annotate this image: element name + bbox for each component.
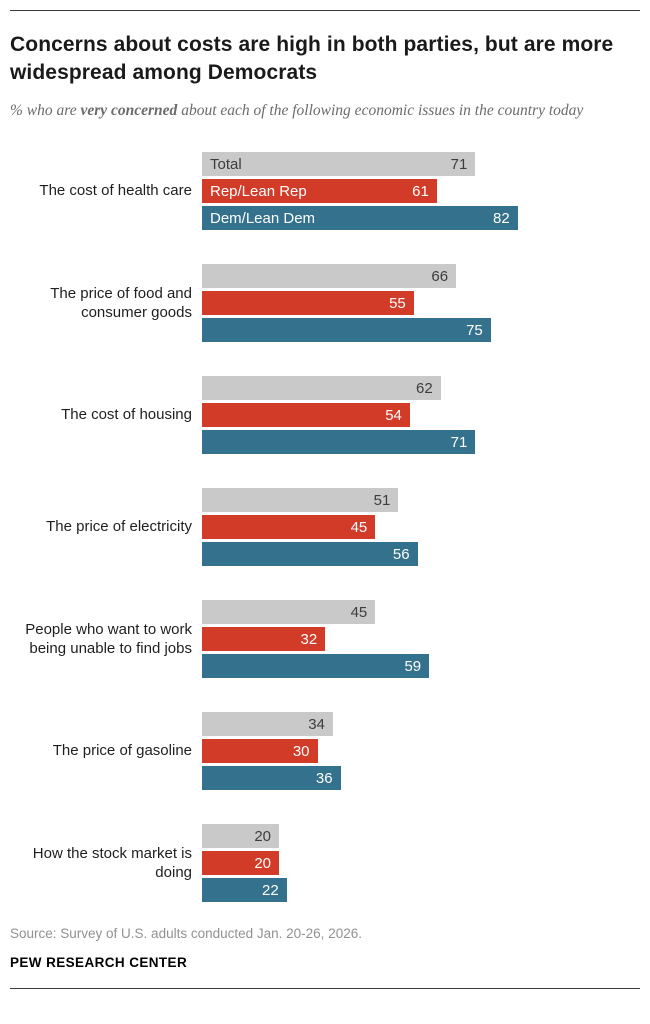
bar-value: 51 [373, 491, 391, 509]
bar-total: 66 [202, 264, 457, 289]
footer: Source: Survey of U.S. adults conducted … [10, 926, 640, 988]
bar-group: The price of gasoline 34 30 36 [10, 712, 640, 791]
category-label: The cost of housing [61, 406, 192, 424]
bar-stack: 62 54 71 [202, 376, 640, 455]
bar-groups: The cost of health care Total 71 Rep/Lean R… [10, 152, 640, 903]
bar-dem: 56 [202, 542, 418, 567]
category-label: How the stock market is doing [32, 844, 192, 882]
bar-rep: 30 [202, 739, 318, 764]
bar-value: 55 [389, 294, 406, 312]
bar-value: 59 [404, 657, 422, 675]
series-label: Dem/Lean Dem [210, 209, 316, 227]
category-label: The price of food and consumer goods [50, 284, 192, 322]
org-name: PEW RESEARCH CENTER [10, 955, 188, 971]
bar-group: The cost of housing 62 54 71 [10, 376, 640, 455]
bottom-spacer [10, 989, 640, 1024]
bar-value: 62 [416, 379, 433, 397]
bar-total: 45 [202, 600, 376, 625]
bar-value: 30 [292, 742, 310, 760]
bar-value: 36 [315, 769, 333, 787]
bar-value: 22 [262, 881, 279, 899]
bar-group: The price of food and consumer goods 66 55… [10, 264, 640, 343]
category-label: People who want to work being unable to … [25, 620, 192, 658]
top-rule [10, 10, 640, 11]
bar-stack: 51 45 56 [202, 488, 640, 567]
bar-dem: 22 [202, 878, 287, 903]
bar-group: People who want to work being unable to … [10, 600, 640, 679]
bar-total: 62 [202, 376, 441, 401]
subtitle-suffix: about each of the following economic iss… [177, 101, 584, 119]
bar-stack: 34 30 36 [202, 712, 640, 791]
bar-dem: 36 [202, 766, 341, 791]
bar-value: 82 [493, 209, 510, 227]
bar-value: 32 [300, 630, 318, 648]
page-title: Concerns about costs are high in both pa… [10, 33, 614, 84]
bar-value: 45 [350, 518, 368, 536]
bar-group: How the stock market is doing 20 20 22 [10, 824, 640, 903]
bar-total: 34 [202, 712, 333, 737]
grouped-bar-chart: The cost of health care Total 71 Rep/Lean R… [10, 152, 640, 916]
subtitle-emphasis: very concerned [80, 101, 178, 119]
category-label: The price of electricity [46, 518, 192, 536]
subtitle-prefix: % who are [10, 101, 81, 119]
bar-stack: 66 55 75 [202, 264, 640, 343]
bar-total: 51 [202, 488, 399, 513]
bar-value: 45 [350, 603, 368, 621]
bar-value: 66 [431, 267, 449, 285]
bar-rep: 20 [202, 851, 279, 876]
bar-stack: Total 71 Rep/Lean Rep 61 Dem/Lean Dem 82 [202, 152, 640, 231]
bar-total: Total 71 [202, 152, 476, 177]
bar-value: 20 [254, 827, 271, 845]
bar-value: 61 [412, 182, 429, 200]
bottom-rule [10, 988, 640, 990]
bar-value: 56 [392, 545, 410, 563]
bar-dem: Dem/Lean Dem 82 [202, 206, 518, 231]
series-label: Total [210, 155, 242, 173]
bar-rep: 54 [202, 403, 410, 428]
bar-dem: 75 [202, 318, 491, 343]
bar-rep: 55 [202, 291, 414, 316]
series-label: Rep/Lean Rep [210, 182, 307, 200]
bar-group: The cost of health care Total 71 Rep/Lean R… [10, 152, 640, 231]
bar-dem: 59 [202, 654, 430, 679]
category-label: The cost of health care [39, 182, 192, 200]
bar-value: 71 [450, 155, 468, 173]
bar-value: 71 [450, 433, 468, 451]
bar-group: The price of electricity 51 45 56 [10, 488, 640, 567]
bar-value: 54 [385, 406, 402, 424]
chart-subtitle: % who are very concerned about each of t… [10, 100, 640, 122]
source-note: Source: Survey of U.S. adults conducted … [10, 926, 362, 942]
bar-rep: 32 [202, 627, 326, 652]
category-label: The price of gasoline [52, 742, 192, 760]
bar-value: 75 [466, 321, 483, 339]
bar-total: 20 [202, 824, 279, 849]
bar-rep: 45 [202, 515, 376, 540]
bar-value: 20 [254, 854, 271, 872]
bar-rep: Rep/Lean Rep 61 [202, 179, 437, 204]
bar-dem: 71 [202, 430, 476, 455]
bar-value: 34 [308, 715, 325, 733]
bar-stack: 45 32 59 [202, 600, 640, 679]
bar-stack: 20 20 22 [202, 824, 640, 903]
